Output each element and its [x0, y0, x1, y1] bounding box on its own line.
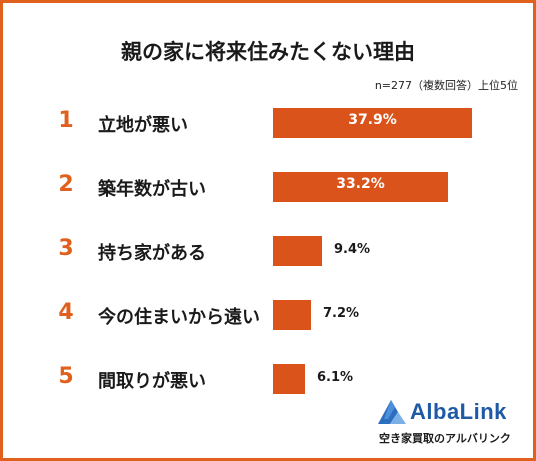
- category-label: 今の住まいから遠い: [98, 307, 260, 328]
- category-label: 立地が悪い: [98, 115, 188, 136]
- bar-row: 4 今の住まいから遠い 7.2%: [0, 296, 536, 336]
- category-label: 築年数が古い: [98, 179, 206, 200]
- bar-row: 1 立地が悪い 37.9%: [0, 104, 536, 144]
- value-label: 6.1%: [317, 370, 354, 385]
- rank-number: 3: [58, 236, 74, 261]
- bar-row: 2 築年数が古い 33.2%: [0, 168, 536, 208]
- rank-number: 1: [58, 108, 74, 133]
- bar: [273, 108, 472, 138]
- chart-subtitle: n=277（複数回答）上位5位: [374, 79, 518, 92]
- category-label: 持ち家がある: [98, 243, 206, 264]
- value-label: 9.4%: [334, 242, 371, 257]
- brand-tagline: 空き家買取のアルバリンク: [379, 432, 511, 445]
- value-label: 7.2%: [323, 306, 360, 321]
- bar: [273, 172, 448, 202]
- bar: [273, 364, 305, 394]
- brand-name: AlbaLink: [410, 399, 507, 424]
- value-label: 37.9%: [348, 112, 397, 128]
- brand-logo: AlbaLink 空き家買取のアルバリンク: [370, 396, 520, 446]
- bar: [273, 300, 311, 330]
- value-label: 33.2%: [336, 176, 385, 192]
- rank-number: 4: [58, 300, 74, 325]
- bar-row: 3 持ち家がある 9.4%: [0, 232, 536, 272]
- bar: [273, 236, 322, 266]
- category-label: 間取りが悪い: [98, 371, 206, 392]
- rank-number: 2: [58, 172, 74, 197]
- chart-title: 親の家に将来住みたくない理由: [121, 40, 415, 64]
- bar-row: 5 間取りが悪い 6.1%: [0, 360, 536, 400]
- albalink-mark-icon: [378, 400, 406, 424]
- rank-number: 5: [58, 364, 74, 389]
